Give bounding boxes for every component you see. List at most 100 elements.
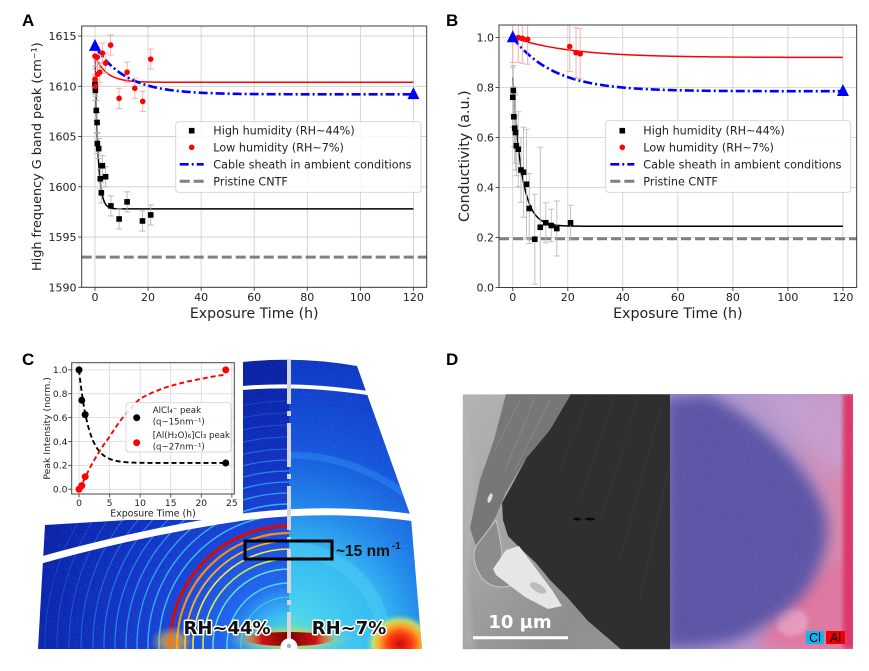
data-point-high-humidity-rh-44 (523, 181, 530, 188)
data-point-high-humidity-rh-44 (139, 218, 146, 224)
x-tick-label: 100 (777, 291, 798, 304)
data-point-high-humidity-rh-44 (542, 219, 549, 226)
detector-gap-upper (242, 384, 369, 395)
x-tick-label: 10 (134, 498, 146, 509)
y-tick-label: 1615 (49, 30, 77, 43)
data-point-low-humidity-rh-7 (92, 76, 98, 83)
data-point-high-humidity-rh-44 (93, 107, 100, 114)
data-point-high-humidity-rh-44 (124, 199, 130, 205)
condition-label-high-humidity: RH~44% (183, 618, 270, 639)
legend-item-cable-sheath-in-ambient-conditions: Cable sheath in ambient conditions (610, 158, 842, 171)
panel-c-inset-chart: 0 5 10 15 20 25 0.0 0.2 0.4 0.6 0.8 1.0 Exposure Tim… (42, 362, 238, 520)
sem-texture-line (494, 399, 521, 451)
legend: High humidity (RH~44%) Low humidity (RH~7… (605, 120, 852, 193)
panel-a-chart: 0 20 40 60 80 100 120 1590 1595 1600 1605 1610 1615 E… (30, 25, 428, 322)
x-axis: 0 20 40 60 80 100 120 (509, 287, 853, 304)
data-point-high-humidity-rh-44 (548, 222, 555, 229)
legend-label: Cable sheath in ambient conditions (643, 158, 841, 171)
axes-frame (71, 362, 235, 495)
x-tick-label: 15 (165, 498, 177, 509)
data-points (506, 30, 849, 243)
data-point-high-humidity-rh-44 (98, 190, 105, 196)
legend-box (125, 402, 232, 453)
y-tick-label: 1.0 (53, 365, 68, 376)
x-tick-label: 20 (561, 291, 575, 304)
x-tick-label: 100 (350, 291, 371, 304)
x-tick-label: 0 (509, 291, 516, 304)
legend-item-pristine-cntf: Pristine CNTF (610, 175, 718, 188)
y-tick-label: 0.8 (477, 81, 495, 94)
y-axis: 1590 1595 1600 1605 1610 1615 (49, 30, 82, 294)
data-point-low-humidity-rh-7 (577, 50, 583, 57)
scale-bar-label: 10 µm (488, 612, 551, 633)
eds-legend-al-label: Al (830, 631, 841, 645)
sem-streak (559, 394, 591, 471)
beam-center (286, 643, 292, 649)
x-tick-label: 5 (107, 498, 113, 509)
legend-box (605, 120, 852, 193)
legend-label: Pristine CNTF (643, 175, 718, 188)
sem-streaks (559, 394, 669, 601)
legend-item-low-humidity-rh-7: Low humidity (RH~7%) (188, 141, 344, 154)
sem-bright-spot (487, 493, 493, 503)
x-tick-label: 0 (76, 498, 82, 509)
data-point-high-humidity-rh-44 (567, 219, 574, 226)
data-point-cable-sheath-in-ambient-conditions (407, 87, 420, 100)
fit-curve-alcl-peak-q-15nm (78, 369, 226, 464)
x-tick-label: 25 (226, 498, 238, 509)
y-tick-label: 0.8 (53, 389, 68, 400)
y-tick-label: 1605 (49, 131, 77, 144)
sem-streak (639, 469, 669, 601)
y-tick-label: 0.4 (53, 437, 68, 448)
data-point-low-humidity-rh-7 (96, 69, 103, 76)
data-point-low-humidity-rh-7 (131, 85, 138, 92)
data-point-high-humidity-rh-44 (515, 146, 522, 153)
x-axis-label: Exposure Time (h) (110, 509, 196, 520)
data-point-high-humidity-rh-44 (511, 113, 517, 120)
roi-label-text: ~15 nm (336, 543, 390, 560)
data-point-high-humidity-rh-44 (509, 94, 516, 101)
roi-label-superscript: -1 (392, 541, 401, 552)
eds-noise (670, 394, 853, 649)
data-points (75, 366, 230, 493)
y-tick-label: 1.0 (477, 31, 495, 44)
legend-label: Pristine CNTF (213, 175, 288, 188)
sem-dark-fiber-region (502, 394, 670, 650)
sem-streak (619, 409, 661, 561)
legend-item-al-h-o-cl-peak-q-27nm: [Al(H₂O)₆]Cl₃ peak (q~27nm⁻¹) (133, 431, 230, 453)
x-tick-label: 20 (195, 498, 207, 509)
y-tick-label: 0.2 (53, 461, 68, 472)
panel-label-c: C (22, 350, 34, 369)
y-tick-label: 1610 (49, 80, 77, 93)
legend-label: AlCl₄⁻ peak (153, 406, 201, 416)
sem-shading (462, 398, 476, 649)
data-point-high-humidity-rh-44 (99, 162, 106, 169)
data-point-al-h-o-cl-peak-q-27nm (78, 482, 86, 490)
legend-label: (q~27nm⁻¹) (153, 443, 205, 453)
data-points (88, 38, 420, 224)
legend-marker (619, 127, 626, 134)
data-point-low-humidity-rh-7 (107, 42, 114, 48)
data-point-high-humidity-rh-44 (511, 125, 518, 132)
x-axis: 0 20 40 60 80 100 120 (91, 287, 424, 304)
legend-item-cable-sheath-in-ambient-conditions: Cable sheath in ambient conditions (179, 158, 412, 171)
legend-item-high-humidity-rh-44: High humidity (RH~44%) (619, 125, 785, 138)
fit-curve-cable-sheath-in-ambient-conditions (511, 36, 843, 93)
legend-label: Low humidity (RH~7%) (213, 141, 344, 154)
y-axis-label: Conductivity (a.u.) (457, 91, 473, 222)
x-tick-label: 60 (247, 291, 261, 304)
legend-marker (133, 414, 141, 422)
eds-legend-al-swatch (826, 631, 845, 644)
x-tick-label: 40 (616, 291, 630, 304)
data-point-high-humidity-rh-44 (94, 119, 100, 126)
y-tick-label: 1595 (49, 231, 77, 244)
fit-curve-low-humidity-rh-7 (94, 55, 414, 84)
data-point-high-humidity-rh-44 (520, 169, 527, 176)
x-tick-label: 40 (194, 291, 208, 304)
legend-item-alcl-peak-q-15nm: AlCl₄⁻ peak (q~15nm⁻¹) (133, 406, 205, 428)
legend-box (175, 121, 422, 193)
roi-box (243, 539, 334, 561)
panel-c: ~15 nm -1 RH~44% RH~7% 0 5 10 15 20 250.00.20.… (22, 350, 422, 656)
legend-label: Low humidity (RH~7%) (643, 141, 774, 154)
data-point-high-humidity-rh-44 (531, 236, 538, 243)
